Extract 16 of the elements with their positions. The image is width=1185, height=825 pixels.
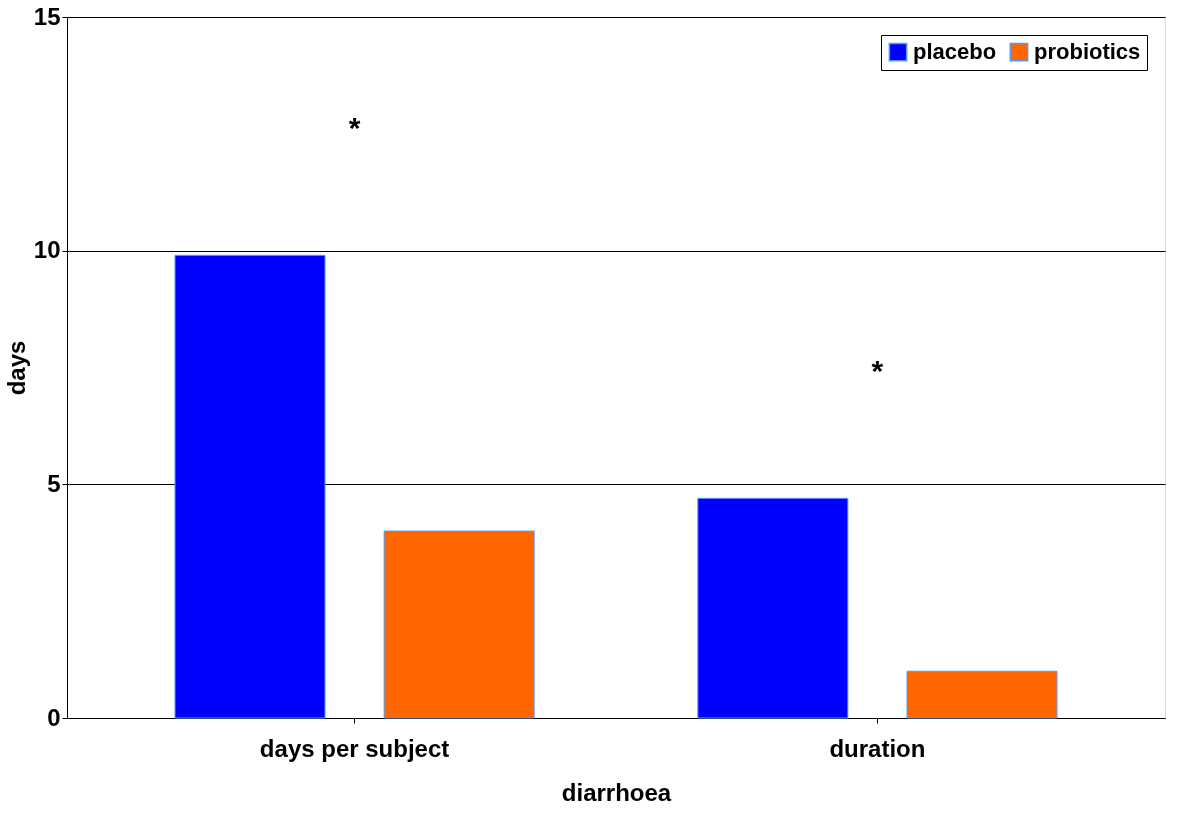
- bar: [906, 670, 1058, 719]
- annotation: *: [348, 111, 361, 145]
- x-tick-label: days per subject: [259, 734, 450, 762]
- legend-label: probiotics: [1034, 39, 1141, 65]
- annotation: *: [871, 354, 884, 388]
- x-axis-title: diarrhoea: [561, 778, 672, 806]
- bar: [383, 530, 535, 719]
- y-tick-label: 0: [47, 703, 61, 731]
- bar: [697, 497, 849, 719]
- bar: [174, 254, 326, 719]
- x-tick-label: duration: [829, 734, 926, 762]
- y-axis-title: days: [2, 340, 30, 396]
- y-tick-label: 15: [33, 2, 61, 30]
- y-tick-label: 5: [47, 469, 61, 497]
- legend-label: placebo: [913, 39, 997, 65]
- y-tick-label: 10: [33, 236, 61, 264]
